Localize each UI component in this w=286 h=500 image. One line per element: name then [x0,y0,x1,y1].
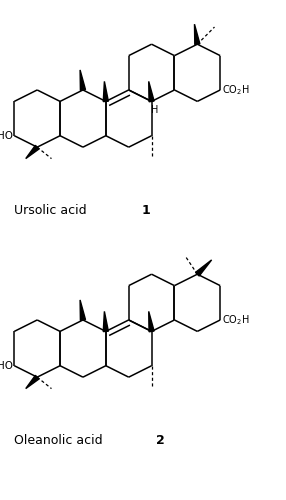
Text: HO: HO [0,360,13,370]
Text: 1: 1 [142,204,150,216]
Polygon shape [103,82,108,102]
Polygon shape [80,70,86,90]
Polygon shape [103,312,108,332]
Polygon shape [80,300,86,320]
Text: CO$_2$H: CO$_2$H [222,313,249,327]
Polygon shape [194,24,200,44]
Text: Ursolic acid: Ursolic acid [14,204,91,216]
Polygon shape [26,146,39,158]
Polygon shape [26,376,39,388]
Polygon shape [196,260,212,276]
Polygon shape [149,82,154,102]
Text: Oleanolic acid: Oleanolic acid [14,434,107,446]
Text: HO: HO [0,130,13,140]
Text: H: H [151,105,158,115]
Polygon shape [149,312,154,332]
Text: 2: 2 [156,434,165,446]
Text: CO$_2$H: CO$_2$H [222,83,249,97]
